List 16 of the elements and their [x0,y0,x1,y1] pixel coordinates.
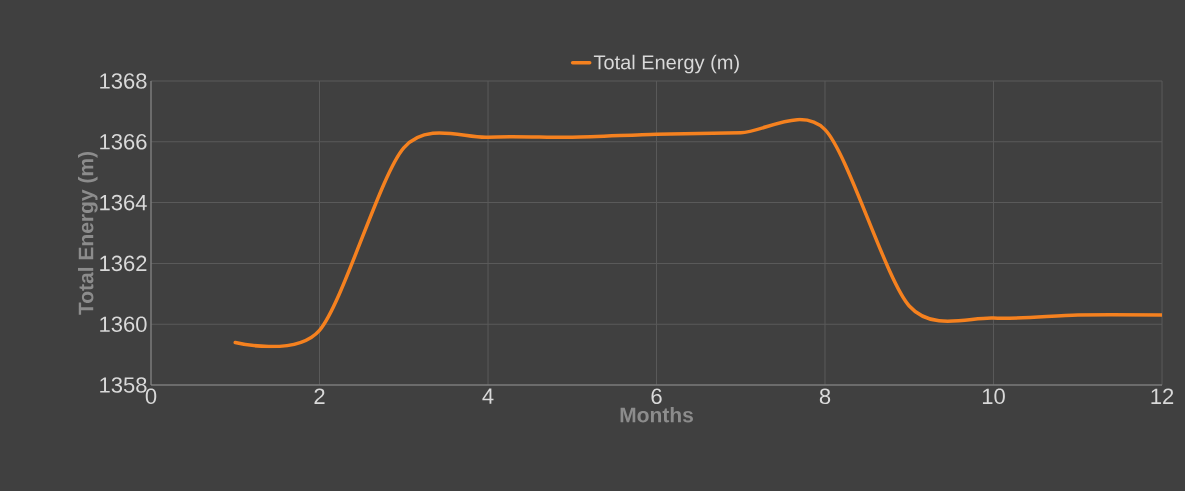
x-tick-label: 8 [819,388,831,405]
x-tick-label: 6 [651,388,662,405]
x-tick-label: 2 [314,388,325,404]
y-tick-label: 1358 [100,377,147,393]
y-tick-label: 1368 [100,73,147,89]
x-tick-label: 4 [482,388,494,404]
legend-label: Total Energy (m) [593,54,739,74]
y-axis-title: Total Energy (m) [78,152,98,315]
x-tick-label: 12 [1151,388,1174,404]
x-tick-label: 0 [145,388,157,405]
x-axis-title: Months [620,406,693,423]
y-tick-label: 1362 [100,255,147,272]
x-tick-label: 10 [982,388,1005,405]
y-tick-label: 1364 [100,194,147,211]
y-tick-label: 1360 [100,316,147,332]
y-tick-label: 1366 [100,134,147,150]
